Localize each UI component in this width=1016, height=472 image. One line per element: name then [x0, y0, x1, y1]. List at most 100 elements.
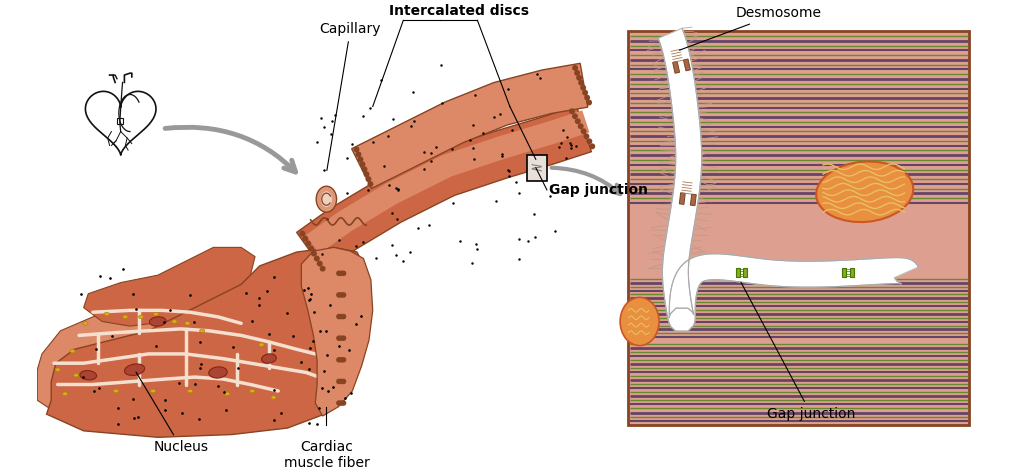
Circle shape [340, 336, 346, 341]
Circle shape [338, 357, 344, 362]
Circle shape [336, 357, 341, 362]
Circle shape [574, 70, 580, 76]
Ellipse shape [74, 373, 79, 377]
Ellipse shape [208, 367, 228, 378]
Circle shape [338, 292, 344, 298]
Circle shape [308, 245, 314, 252]
Ellipse shape [188, 389, 193, 393]
Circle shape [336, 400, 341, 406]
Bar [684, 59, 691, 71]
Circle shape [336, 314, 341, 320]
Circle shape [586, 100, 592, 105]
Circle shape [366, 176, 372, 182]
Circle shape [589, 143, 595, 149]
Circle shape [338, 336, 344, 341]
Circle shape [572, 65, 578, 71]
Circle shape [340, 314, 346, 320]
Ellipse shape [185, 321, 190, 325]
Polygon shape [38, 285, 288, 428]
Circle shape [336, 379, 341, 384]
Bar [629, 32, 969, 425]
Text: Gap junction: Gap junction [741, 282, 855, 421]
Circle shape [569, 108, 575, 114]
Circle shape [360, 161, 366, 167]
Circle shape [305, 241, 311, 246]
Polygon shape [297, 106, 591, 271]
Ellipse shape [271, 396, 276, 399]
Circle shape [340, 357, 346, 362]
Bar [736, 268, 740, 277]
Circle shape [303, 236, 308, 242]
Circle shape [584, 94, 590, 101]
Ellipse shape [816, 161, 913, 222]
Circle shape [320, 266, 325, 271]
Circle shape [338, 379, 344, 384]
Circle shape [578, 123, 583, 129]
Text: Capillary: Capillary [320, 22, 381, 170]
Ellipse shape [55, 368, 60, 371]
Ellipse shape [105, 312, 110, 316]
Circle shape [311, 251, 317, 257]
Circle shape [576, 75, 582, 81]
Text: Desmosome: Desmosome [680, 6, 822, 50]
Circle shape [578, 80, 584, 86]
Ellipse shape [125, 364, 144, 375]
Circle shape [336, 292, 341, 298]
Circle shape [338, 314, 344, 320]
Ellipse shape [172, 320, 177, 323]
Polygon shape [658, 28, 918, 331]
Ellipse shape [149, 317, 166, 326]
Polygon shape [83, 247, 255, 326]
Circle shape [354, 146, 360, 152]
Text: Gap junction: Gap junction [549, 183, 648, 197]
Circle shape [300, 230, 306, 236]
Ellipse shape [153, 312, 158, 316]
Circle shape [586, 138, 592, 144]
Circle shape [572, 113, 578, 119]
Ellipse shape [620, 297, 659, 346]
Circle shape [364, 171, 370, 177]
Polygon shape [306, 110, 589, 254]
Bar [691, 194, 696, 206]
Circle shape [340, 379, 346, 384]
Circle shape [356, 152, 362, 157]
Polygon shape [352, 63, 588, 188]
Ellipse shape [320, 191, 332, 208]
Circle shape [336, 336, 341, 341]
Ellipse shape [316, 186, 336, 212]
Circle shape [338, 400, 344, 406]
Circle shape [368, 181, 374, 187]
Circle shape [583, 133, 589, 139]
Polygon shape [47, 247, 371, 438]
Ellipse shape [63, 392, 68, 396]
Ellipse shape [259, 343, 264, 346]
Circle shape [340, 292, 346, 298]
Circle shape [338, 270, 344, 276]
Circle shape [362, 166, 368, 172]
Ellipse shape [114, 389, 119, 393]
Ellipse shape [138, 315, 143, 319]
Bar [842, 268, 846, 277]
Bar [744, 268, 747, 277]
Circle shape [340, 400, 346, 406]
Bar [680, 193, 685, 204]
Bar [673, 61, 680, 73]
Circle shape [336, 270, 341, 276]
Circle shape [317, 261, 323, 267]
Bar [526, 155, 547, 181]
Text: Nucleus: Nucleus [136, 372, 208, 454]
Circle shape [358, 156, 364, 162]
Circle shape [340, 270, 346, 276]
Ellipse shape [250, 389, 255, 393]
Text: Intercalated discs: Intercalated discs [389, 4, 529, 17]
Circle shape [582, 90, 588, 96]
Ellipse shape [261, 354, 276, 363]
Ellipse shape [225, 392, 230, 396]
Ellipse shape [150, 389, 155, 393]
Ellipse shape [83, 321, 88, 325]
Circle shape [314, 256, 320, 261]
Ellipse shape [123, 315, 128, 319]
Circle shape [580, 128, 586, 134]
Ellipse shape [200, 329, 205, 332]
Bar [850, 268, 853, 277]
